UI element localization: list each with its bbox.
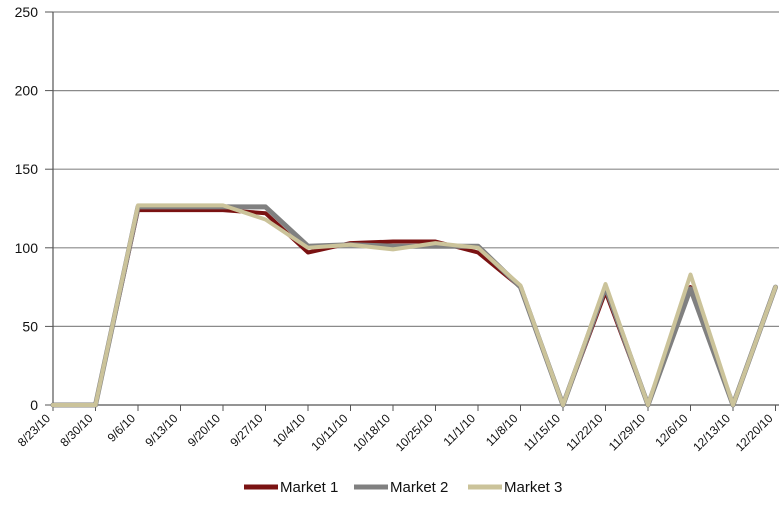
- y-tick-label: 100: [15, 240, 39, 256]
- y-tick-label: 50: [22, 318, 38, 334]
- x-tick-label: 12/20/10: [733, 411, 776, 454]
- x-tick-label: 11/15/10: [521, 411, 564, 454]
- y-tick-label: 200: [15, 83, 39, 99]
- x-tick-label: 11/22/10: [563, 411, 606, 454]
- y-tick-label: 150: [15, 161, 39, 177]
- x-axis: 8/23/10 8/30/10 9/6/10 9/13/10 9/20/10 9/27/1…: [15, 12, 779, 454]
- y-tick-label: 0: [30, 397, 38, 413]
- legend-label: Market 3: [504, 479, 562, 496]
- legend-label: Market 2: [390, 479, 448, 496]
- series-line-3: [51, 203, 778, 407]
- y-axis-ticks: 0 50 100 150 200 250: [15, 4, 53, 413]
- x-tick-label: 9/13/10: [142, 411, 180, 449]
- series-lines: [50, 203, 778, 408]
- series-line-2: [50, 204, 778, 408]
- x-tick-label: 10/18/10: [350, 411, 393, 454]
- x-tick-label: 12/13/10: [690, 411, 733, 454]
- gridlines: [53, 11, 779, 327]
- series-line-1: [51, 208, 778, 407]
- x-tick-label: 11/29/10: [606, 411, 649, 454]
- legend: Market 1 Market 2 Market 3: [244, 479, 562, 496]
- x-tick-label: 11/8/10: [483, 411, 521, 449]
- y-tick-label: 250: [15, 4, 39, 20]
- legend-label: Market 1: [280, 479, 338, 496]
- x-tick-label: 10/25/10: [393, 411, 436, 454]
- x-tick-label: 10/4/10: [270, 411, 308, 449]
- x-tick-label: 12/6/10: [652, 411, 690, 449]
- x-tick-label: 11/1/10: [441, 411, 479, 449]
- x-tick-label: 9/6/10: [105, 411, 139, 445]
- x-tick-label: 8/23/10: [15, 411, 53, 449]
- x-tick-label: 9/27/10: [227, 411, 265, 449]
- x-tick-label: 9/20/10: [185, 411, 223, 449]
- x-tick-label: 8/30/10: [57, 411, 95, 449]
- x-tick-label: 10/11/10: [308, 411, 351, 454]
